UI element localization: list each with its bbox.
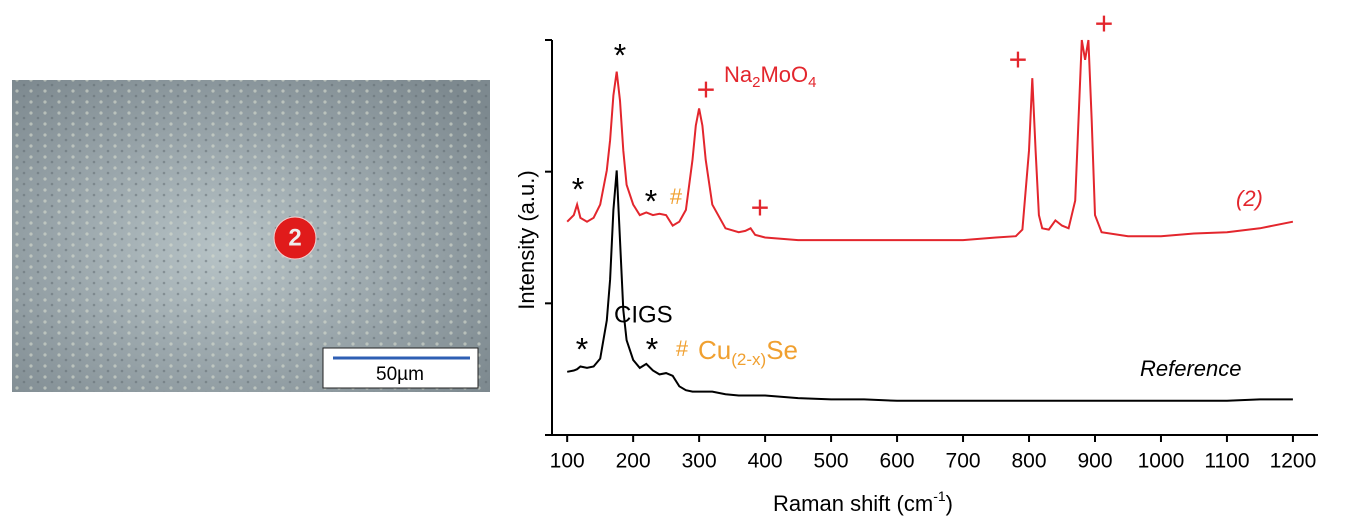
x-axis-label-sup: -1 xyxy=(933,488,946,504)
phase-label: Cu(2-x)Se xyxy=(698,335,798,370)
peak-marker: + xyxy=(1009,41,1028,77)
x-tick-label: 1000 xyxy=(1138,450,1185,473)
micrograph: 2 50µm xyxy=(12,80,490,392)
spectrum-line xyxy=(567,170,1293,402)
chart: Intensity (a.u.) Raman shift (cm-1) * * … xyxy=(514,5,1318,516)
x-tick-label: 800 xyxy=(1011,450,1046,473)
peak-marker: * xyxy=(576,331,588,367)
x-axis-label-tail: ) xyxy=(946,491,953,516)
label-part: Se xyxy=(766,335,798,365)
scale-box xyxy=(322,347,479,389)
x-tick-label: 500 xyxy=(814,450,849,473)
x-tick-label: 100 xyxy=(550,450,585,473)
label-part: Cu xyxy=(698,335,731,365)
x-tick-label: 900 xyxy=(1077,450,1112,473)
label-part: MoO xyxy=(760,62,808,87)
peak-marker: * xyxy=(646,331,658,367)
y-axis-label: Intensity (a.u.) xyxy=(514,170,539,309)
x-tick-label: 200 xyxy=(616,450,651,473)
x-tick-label: 600 xyxy=(880,450,915,473)
label-sub: 2 xyxy=(752,74,760,91)
x-tick-label: 1100 xyxy=(1204,450,1249,473)
scale-label: 50µm xyxy=(376,364,424,385)
x-axis-label: Raman shift (cm-1) xyxy=(773,488,953,516)
spectrum-line xyxy=(566,39,1294,242)
peak-marker: * xyxy=(614,37,626,73)
micrograph-texture xyxy=(12,80,490,392)
phase-label: Na2MoO4 xyxy=(724,62,817,91)
peak-marker: + xyxy=(1095,5,1114,41)
x-tick-label: 700 xyxy=(946,450,981,473)
x-tick-label: 400 xyxy=(748,450,783,473)
series-label: Reference xyxy=(1140,356,1242,381)
label-part: Na xyxy=(724,62,753,87)
x-tick-label: 300 xyxy=(682,450,717,473)
location-marker xyxy=(273,216,317,260)
peak-marker: * xyxy=(572,171,584,207)
label-sub: 4 xyxy=(808,74,816,91)
peak-marker: + xyxy=(751,189,770,225)
peak-marker: * xyxy=(645,183,657,219)
peak-marker: # xyxy=(670,184,683,209)
peak-marker: + xyxy=(697,71,716,107)
x-tick-label: 1200 xyxy=(1270,450,1317,473)
series-label: (2) xyxy=(1236,186,1263,211)
peak-marker: # xyxy=(676,336,689,361)
label-sub: (2-x) xyxy=(731,350,766,369)
location-marker-label: 2 xyxy=(288,224,301,251)
x-axis-label-text: Raman shift (cm xyxy=(773,491,933,516)
